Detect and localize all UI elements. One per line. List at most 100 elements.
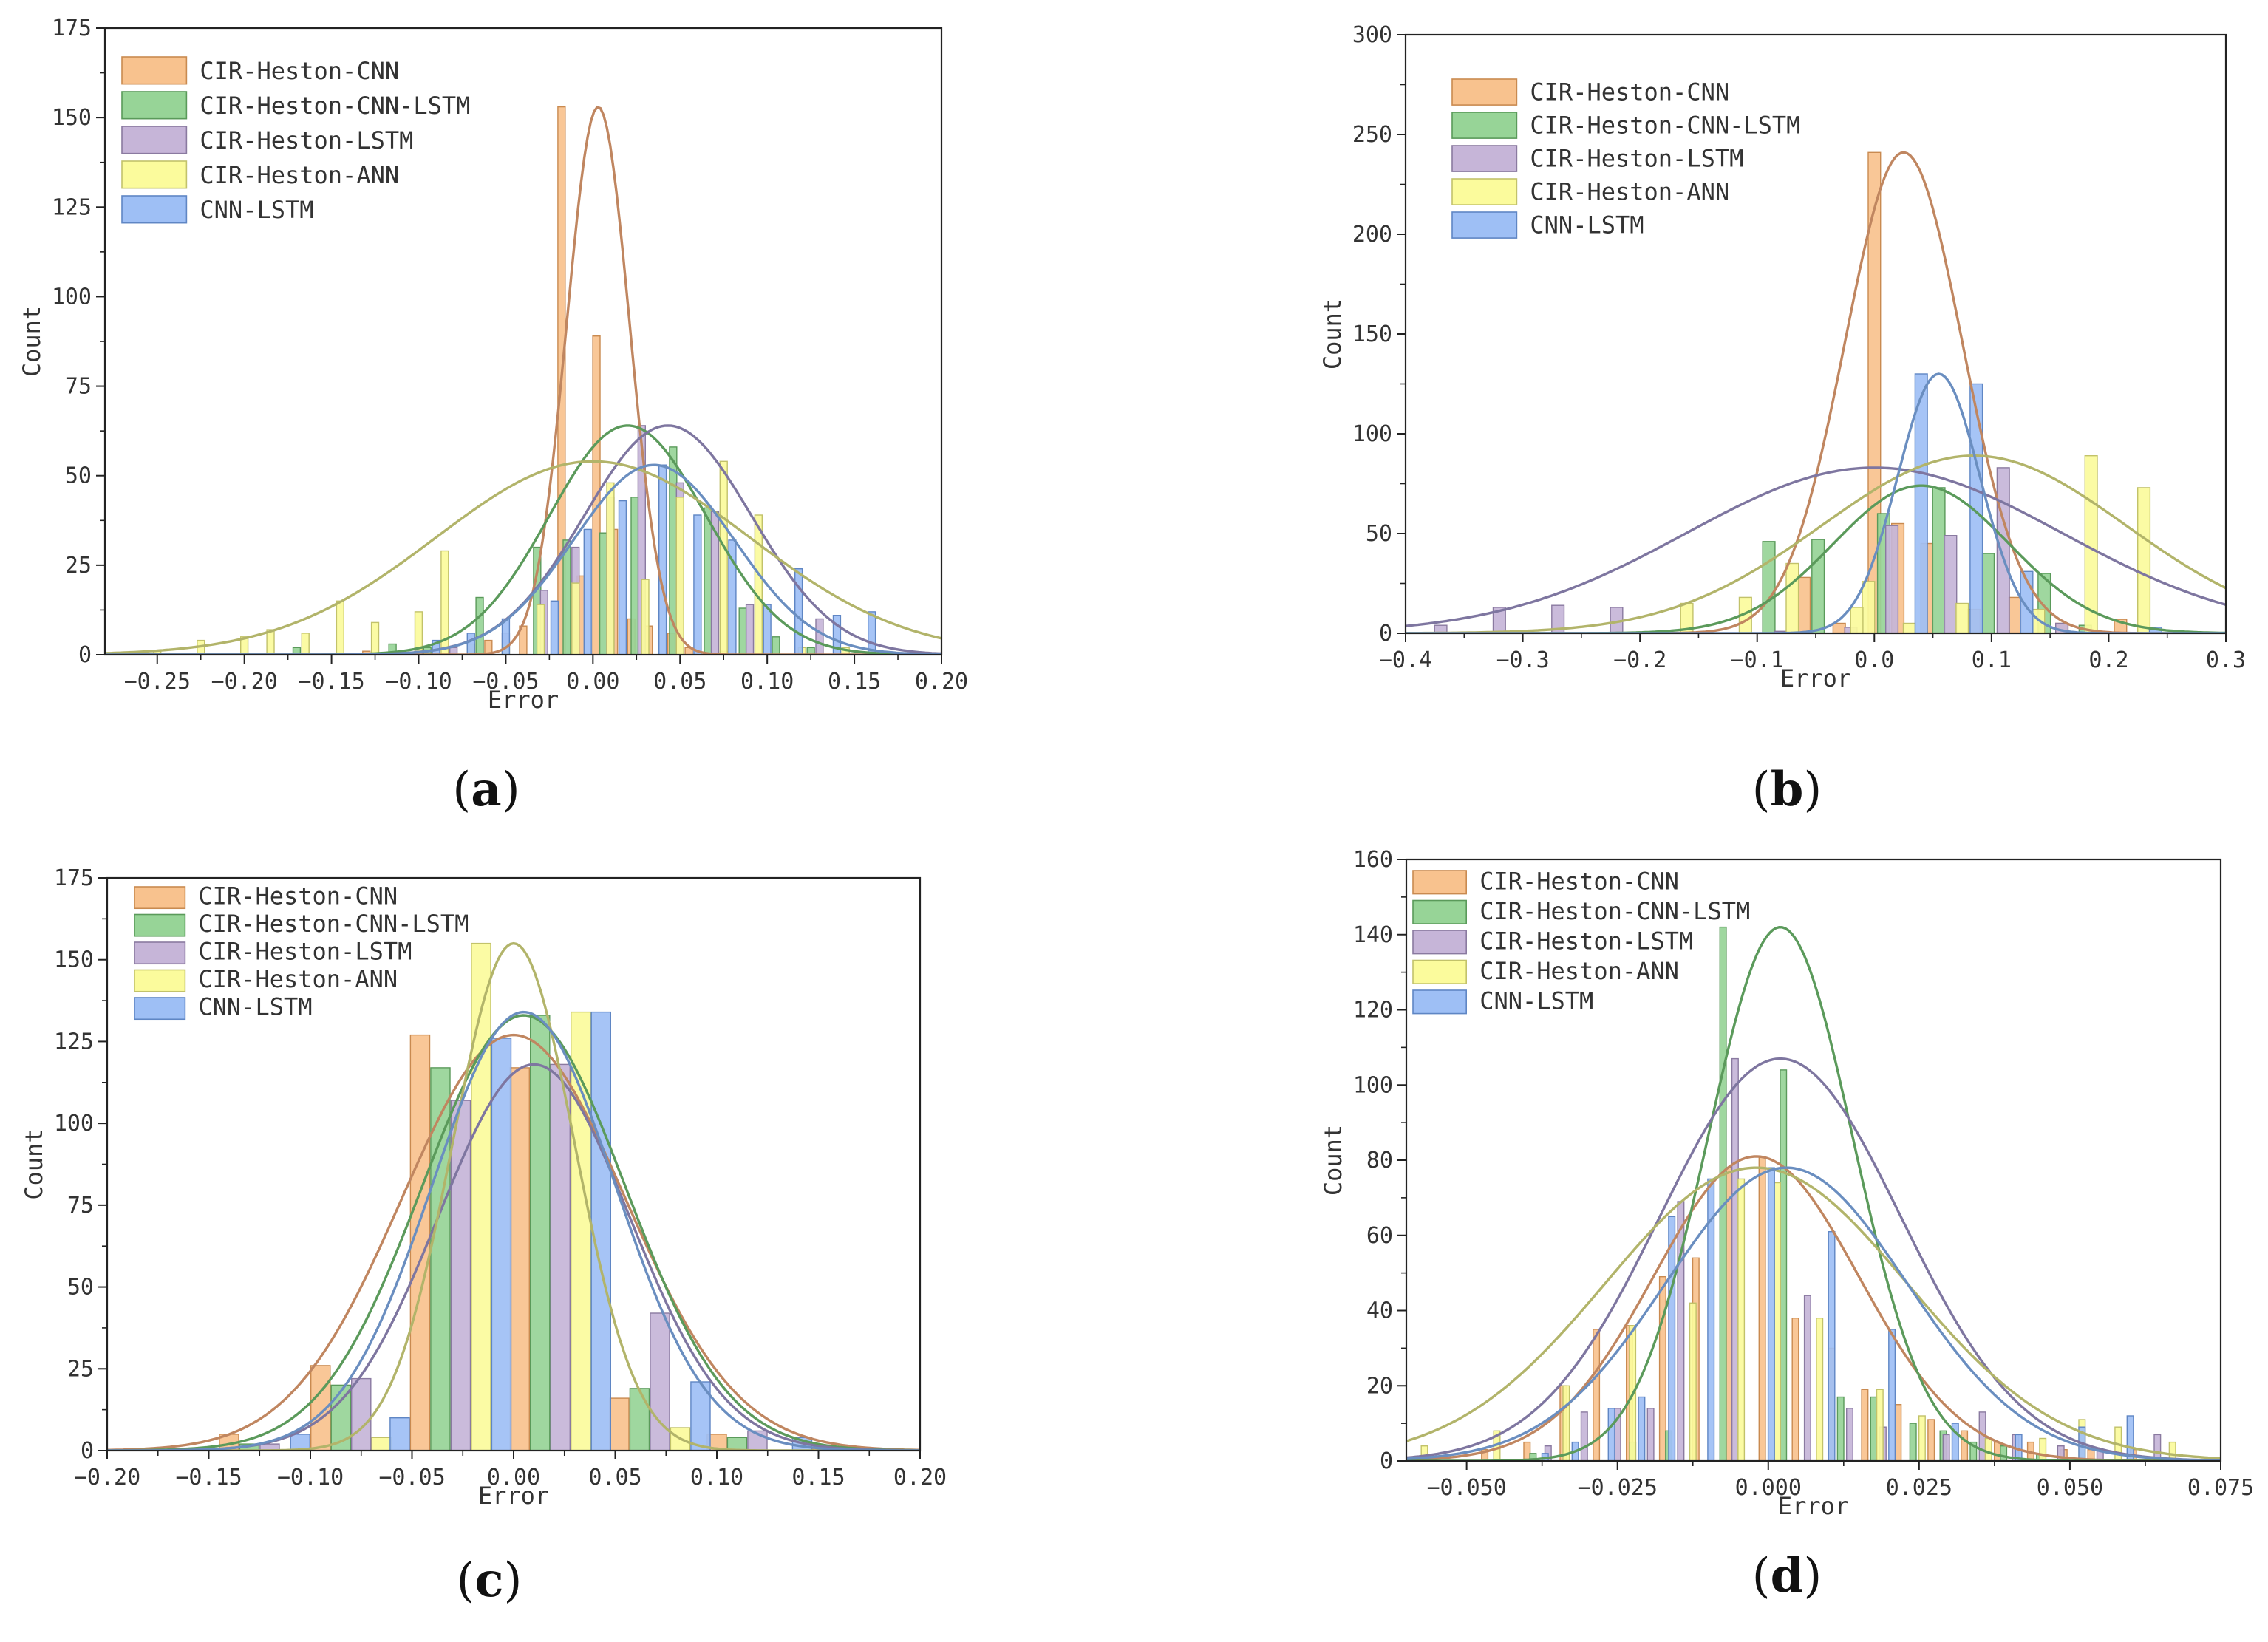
bar-cir-heston-cnn-lstm — [1836, 1396, 1845, 1461]
bar-cir-heston-cnn-lstm — [562, 539, 571, 655]
x-tick-label: 0.00 — [566, 669, 619, 695]
x-axis-title: Error — [1780, 664, 1851, 692]
legend-swatch — [1451, 112, 1518, 139]
bar-cir-heston-ann — [440, 550, 449, 655]
y-axis-title: Count — [20, 1128, 48, 1199]
fit-curve-cir-heston-cnn — [1406, 1155, 2221, 1461]
bar-cir-heston-lstm — [1492, 607, 1506, 633]
fit-curves-b — [1406, 151, 2226, 633]
bar-cir-heston-cnn — [2008, 596, 2022, 633]
bar-cir-heston-cnn-lstm — [1529, 1453, 1537, 1461]
legend: CIR-Heston-CNNCIR-Heston-CNN-LSTMCIR-Hes… — [1412, 868, 1750, 1015]
chart-panel-a: −0.25 −0.20 −0.15 −0.10 −0.05 0.00 0.05 0.10 0.1… — [18, 16, 968, 817]
x-tick-label: 0.025 — [1886, 1475, 1952, 1501]
bar-cir-heston-ann — [1955, 602, 1969, 633]
x-tick-label: 0.20 — [893, 1465, 947, 1491]
x-tick-label: 0.05 — [653, 669, 706, 695]
legend-entry: CNN-LSTM — [200, 196, 313, 224]
legend-swatch — [134, 941, 186, 965]
legend-entry: CIR-Heston-CNN-LSTM — [198, 910, 469, 938]
bar-cir-heston-lstm — [1803, 1295, 1811, 1461]
bar-cir-heston-cnn-lstm — [599, 532, 608, 655]
y-tick-label: 140 — [1353, 922, 1393, 948]
legend-swatch — [121, 56, 188, 85]
bar-cir-heston-cnn — [1725, 1167, 1733, 1461]
bar-cir-heston-ann — [2084, 455, 2098, 633]
bar-cir-heston-lstm — [637, 425, 647, 655]
bar-cir-heston-cnn — [1861, 1389, 1869, 1461]
x-tick-label: 0.05 — [588, 1465, 641, 1491]
bar-cnn-lstm — [1607, 1408, 1615, 1461]
bar-cir-heston-cnn — [1593, 1329, 1601, 1461]
bar-cnn-lstm — [1914, 373, 1928, 633]
legend-entry: CIR-Heston-ANN — [1530, 178, 1729, 206]
bar-cir-heston-cnn-lstm — [2000, 1445, 2008, 1461]
bar-cir-heston-cnn — [509, 1067, 531, 1451]
x-tick-label: −0.25 — [124, 669, 191, 695]
x-tick-label: −0.05 — [472, 669, 539, 695]
y-tick-label: 125 — [54, 1029, 94, 1055]
bar-cnn-lstm — [290, 1434, 311, 1451]
bar-cnn-lstm — [832, 615, 842, 655]
fit-curve-cir-heston-cnn-lstm — [1406, 484, 2226, 633]
bar-cir-heston-cnn — [1961, 1430, 1969, 1461]
bar-cnn-lstm — [2126, 1415, 2134, 1461]
bar-cnn-lstm — [1767, 1167, 1775, 1461]
bar-cir-heston-lstm — [1646, 1408, 1655, 1461]
legend-swatch — [134, 969, 186, 992]
bar-cir-heston-ann — [1785, 562, 1799, 633]
x-tick-label: 0.3 — [2206, 647, 2246, 673]
bar-cir-heston-cnn-lstm — [475, 596, 484, 655]
legend: CIR-Heston-CNNCIR-Heston-CNN-LSTMCIR-Hes… — [1451, 78, 1800, 239]
legend-entry: CIR-Heston-ANN — [1479, 957, 1679, 985]
legend-entry: CIR-Heston-LSTM — [1479, 927, 1693, 955]
bar-cir-heston-ann — [536, 604, 545, 655]
x-tick-label: 0.10 — [690, 1465, 743, 1491]
y-axis-title: Count — [1318, 299, 1346, 369]
bar-cir-heston-lstm — [1580, 1411, 1588, 1461]
legend-swatch — [134, 886, 186, 910]
legend-swatch — [1412, 899, 1467, 924]
x-tick-label: 0.10 — [740, 669, 794, 695]
bar-cir-heston-cnn-lstm — [726, 1437, 748, 1451]
x-tick-label: 0.15 — [828, 669, 881, 695]
bar-cir-heston-ann — [414, 611, 423, 655]
fit-curve-cir-heston-ann — [1406, 454, 2226, 633]
legend-swatch — [121, 126, 188, 154]
bar-cir-heston-lstm — [351, 1377, 372, 1451]
y-tick-label: 150 — [54, 947, 94, 973]
bar-cir-heston-cnn — [609, 1397, 630, 1451]
bar-cnn-lstm — [728, 539, 737, 655]
bar-cir-heston-ann — [571, 582, 580, 655]
y-tick-label: 100 — [52, 284, 92, 310]
y-tick-label: 0 — [1380, 1448, 1393, 1474]
bar-cir-heston-ann — [1773, 1182, 1781, 1461]
y-axis-title: Count — [18, 306, 46, 377]
bar-cir-heston-ann — [1862, 581, 1876, 633]
bar-cir-heston-ann — [571, 1011, 591, 1451]
bar-cnn-lstm — [693, 514, 702, 655]
bar-cnn-lstm — [466, 633, 475, 655]
bar-cir-heston-ann — [370, 621, 380, 655]
bar-cir-heston-ann — [1984, 1437, 1992, 1461]
legend-swatch — [1412, 989, 1467, 1015]
legend-swatch — [1412, 930, 1467, 955]
legend-entry: CIR-Heston-CNN-LSTM — [1530, 112, 1800, 140]
y-tick-label: 80 — [1366, 1148, 1393, 1173]
bar-cir-heston-lstm — [1731, 1057, 1739, 1461]
panel-label: (a) — [452, 762, 520, 817]
y-tick-label: 20 — [1366, 1373, 1393, 1399]
y-tick-label: 0 — [81, 1438, 94, 1464]
x-tick-label: 0.1 — [1972, 647, 2012, 673]
bar-cir-heston-cnn — [1658, 1275, 1666, 1461]
bar-cir-heston-lstm — [450, 1100, 471, 1451]
panel-label: (b) — [1752, 762, 1822, 817]
bar-cir-heston-lstm — [550, 1063, 571, 1451]
bar-cnn-lstm — [763, 604, 772, 655]
x-tick-label: −0.1 — [1731, 647, 1784, 673]
x-tick-label: 0.0 — [1854, 647, 1894, 673]
panel-label: (d) — [1752, 1548, 1822, 1604]
legend-swatch — [1412, 959, 1467, 984]
y-tick-label: 40 — [1366, 1298, 1393, 1324]
bar-cir-heston-ann — [336, 600, 344, 655]
